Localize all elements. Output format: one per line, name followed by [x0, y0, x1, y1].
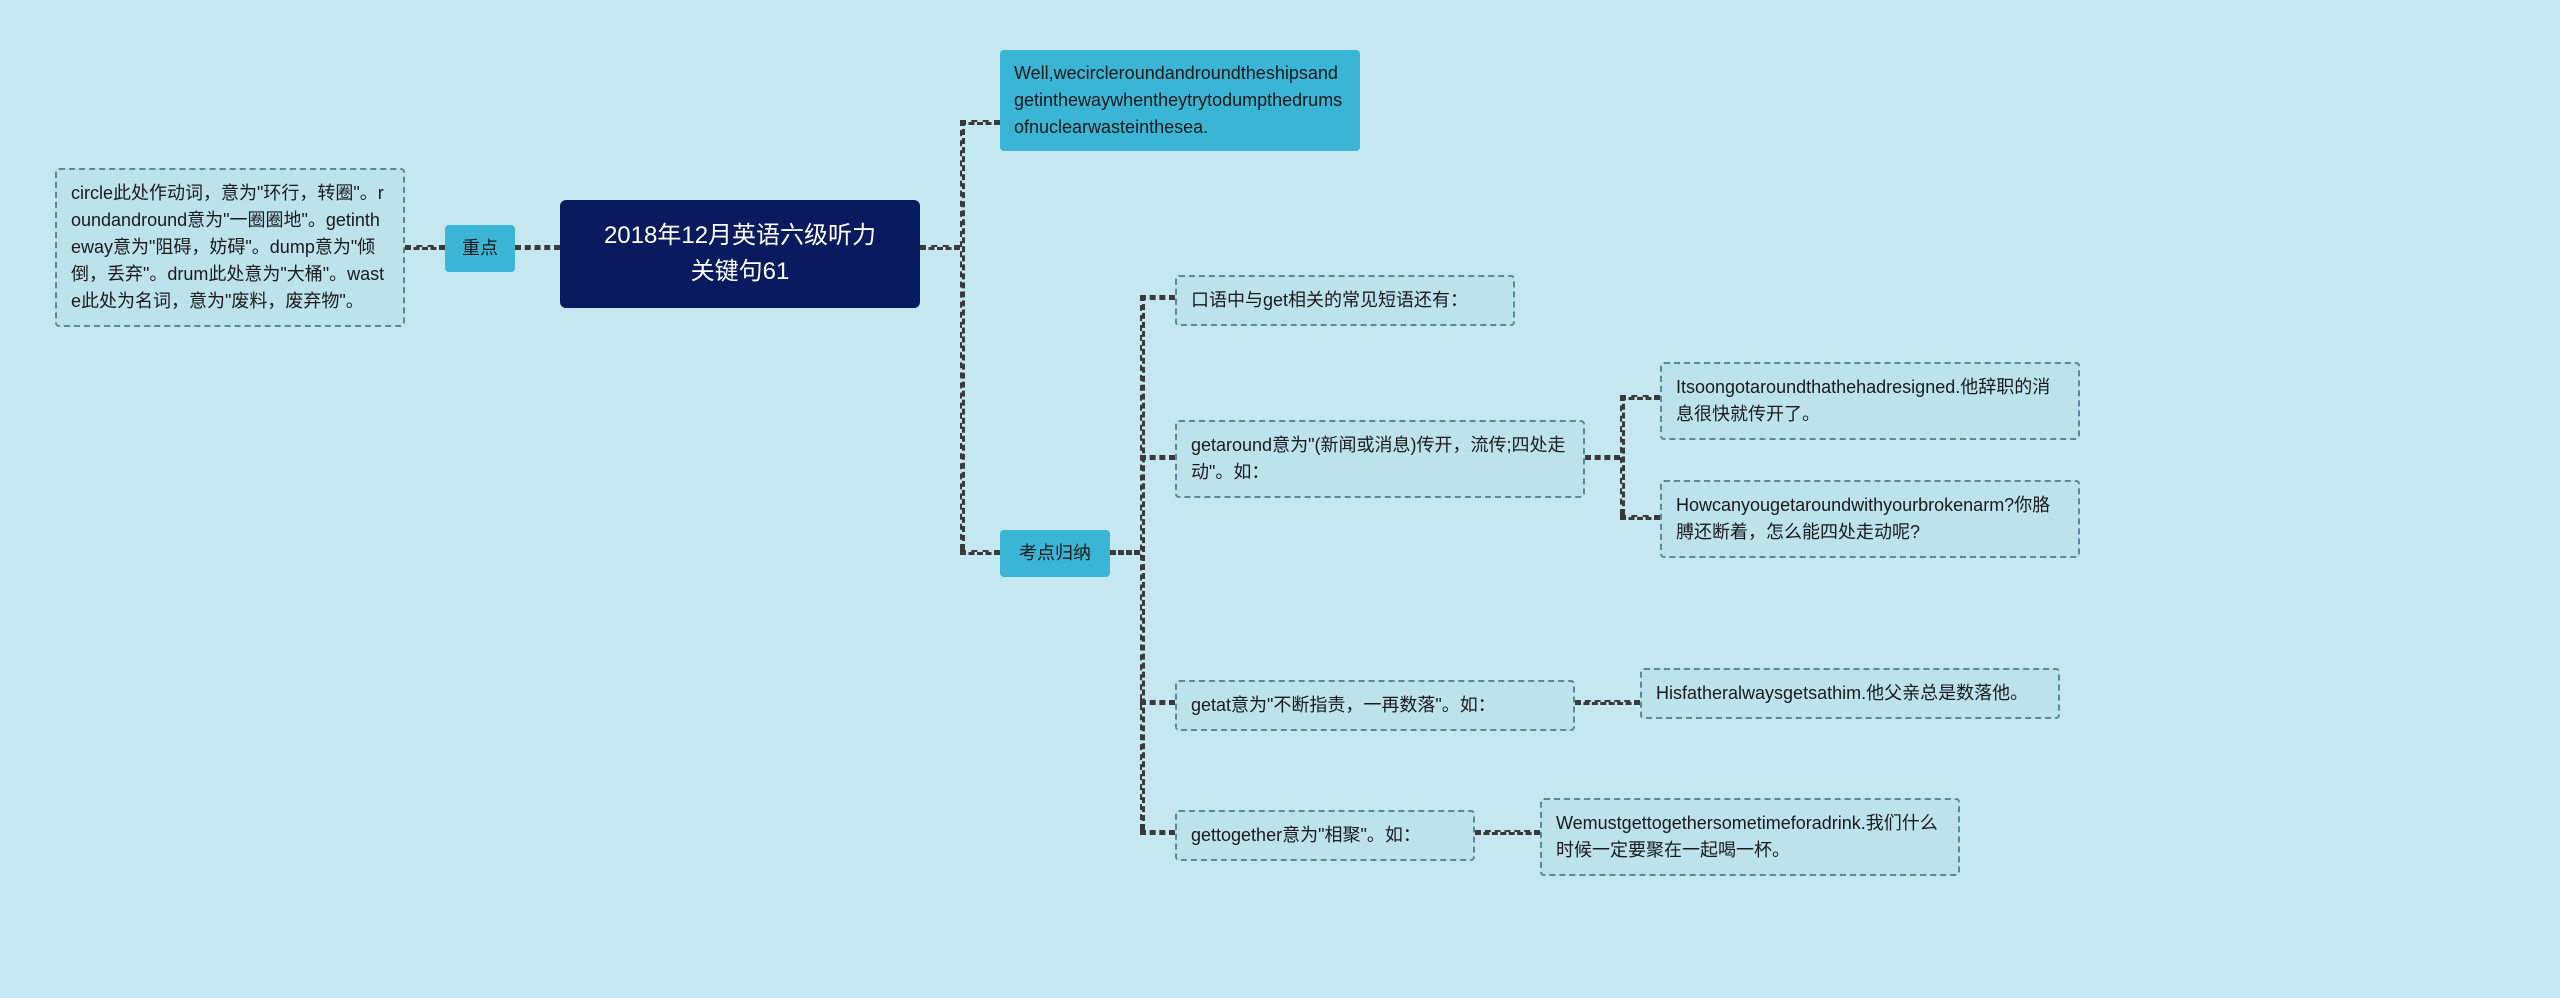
kaodian-intro-node: 口语中与get相关的常见短语还有：	[1175, 275, 1515, 326]
kaodian-label-node: 考点归纳	[1000, 530, 1110, 577]
conn-to-getaround	[1140, 455, 1175, 460]
example-gettogether-0: Wemustgettogethersometimeforadrink.我们什么时…	[1556, 813, 1938, 860]
conn-to-getat	[1140, 700, 1175, 705]
phrase-getaround: getaround意为"(新闻或消息)传开，流传;四处走动"。如：	[1191, 435, 1565, 482]
conn-kaodian-v	[1140, 295, 1145, 830]
phrase-gettogether: gettogether意为"相聚"。如：	[1191, 825, 1421, 845]
conn-kaodian-right	[1110, 550, 1140, 555]
root-title-line2: 关键句61	[691, 258, 790, 285]
phrase-getaround-node: getaround意为"(新闻或消息)传开，流传;四处走动"。如：	[1175, 420, 1585, 498]
left-label-node: 重点	[445, 225, 515, 272]
conn-to-gettogether	[1140, 830, 1175, 835]
example-getaround-0-node: Itsoongotaroundthathehadresigned.他辞职的消息很…	[1660, 362, 2080, 440]
conn-to-sentence	[960, 120, 1000, 125]
conn-root-left	[515, 245, 560, 250]
example-getaround-1-node: Howcanyougetaroundwithyourbrokenarm?你胳膊还…	[1660, 480, 2080, 558]
conn-getat-ex	[1575, 700, 1640, 705]
example-getaround-0: Itsoongotaroundthathehadresigned.他辞职的消息很…	[1676, 377, 2050, 424]
kaodian-intro: 口语中与get相关的常见短语还有：	[1191, 290, 1468, 310]
conn-to-ex-ga1	[1620, 515, 1660, 520]
example-getaround-1: Howcanyougetaroundwithyourbrokenarm?你胳膊还…	[1676, 495, 2050, 542]
root-title-line1: 2018年12月英语六级听力	[604, 222, 876, 249]
root-node: 2018年12月英语六级听力 关键句61	[560, 200, 920, 308]
phrase-getat-node: getat意为"不断指责，一再数落"。如：	[1175, 680, 1575, 731]
example-getat-0-node: Hisfatheralwaysgetsathim.他父亲总是数落他。	[1640, 668, 2060, 719]
conn-right-v	[960, 120, 965, 550]
example-gettogether-0-node: Wemustgettogethersometimeforadrink.我们什么时…	[1540, 798, 1960, 876]
left-detail: circle此处作动词，意为"环行，转圈"。roundandround意为"一圈…	[71, 183, 384, 311]
sentence-text: Well,wecircleroundandroundtheshipsandget…	[1014, 63, 1342, 137]
conn-getaround-right	[1585, 455, 1620, 460]
conn-to-kaodian	[960, 550, 1000, 555]
conn-to-ex-ga0	[1620, 395, 1660, 400]
sentence-node: Well,wecircleroundandroundtheshipsandget…	[1000, 50, 1360, 151]
example-getat-0: Hisfatheralwaysgetsathim.他父亲总是数落他。	[1656, 683, 2028, 703]
kaodian-label: 考点归纳	[1019, 543, 1091, 563]
phrase-getat: getat意为"不断指责，一再数落"。如：	[1191, 695, 1496, 715]
phrase-gettogether-node: gettogether意为"相聚"。如：	[1175, 810, 1475, 861]
conn-getaround-v	[1620, 395, 1625, 515]
left-label: 重点	[462, 238, 498, 258]
conn-to-intro	[1140, 295, 1175, 300]
conn-gettogether-ex	[1475, 830, 1540, 835]
left-detail-node: circle此处作动词，意为"环行，转圈"。roundandround意为"一圈…	[55, 168, 405, 327]
conn-root-right	[920, 245, 960, 250]
conn-left-detail	[405, 245, 445, 250]
